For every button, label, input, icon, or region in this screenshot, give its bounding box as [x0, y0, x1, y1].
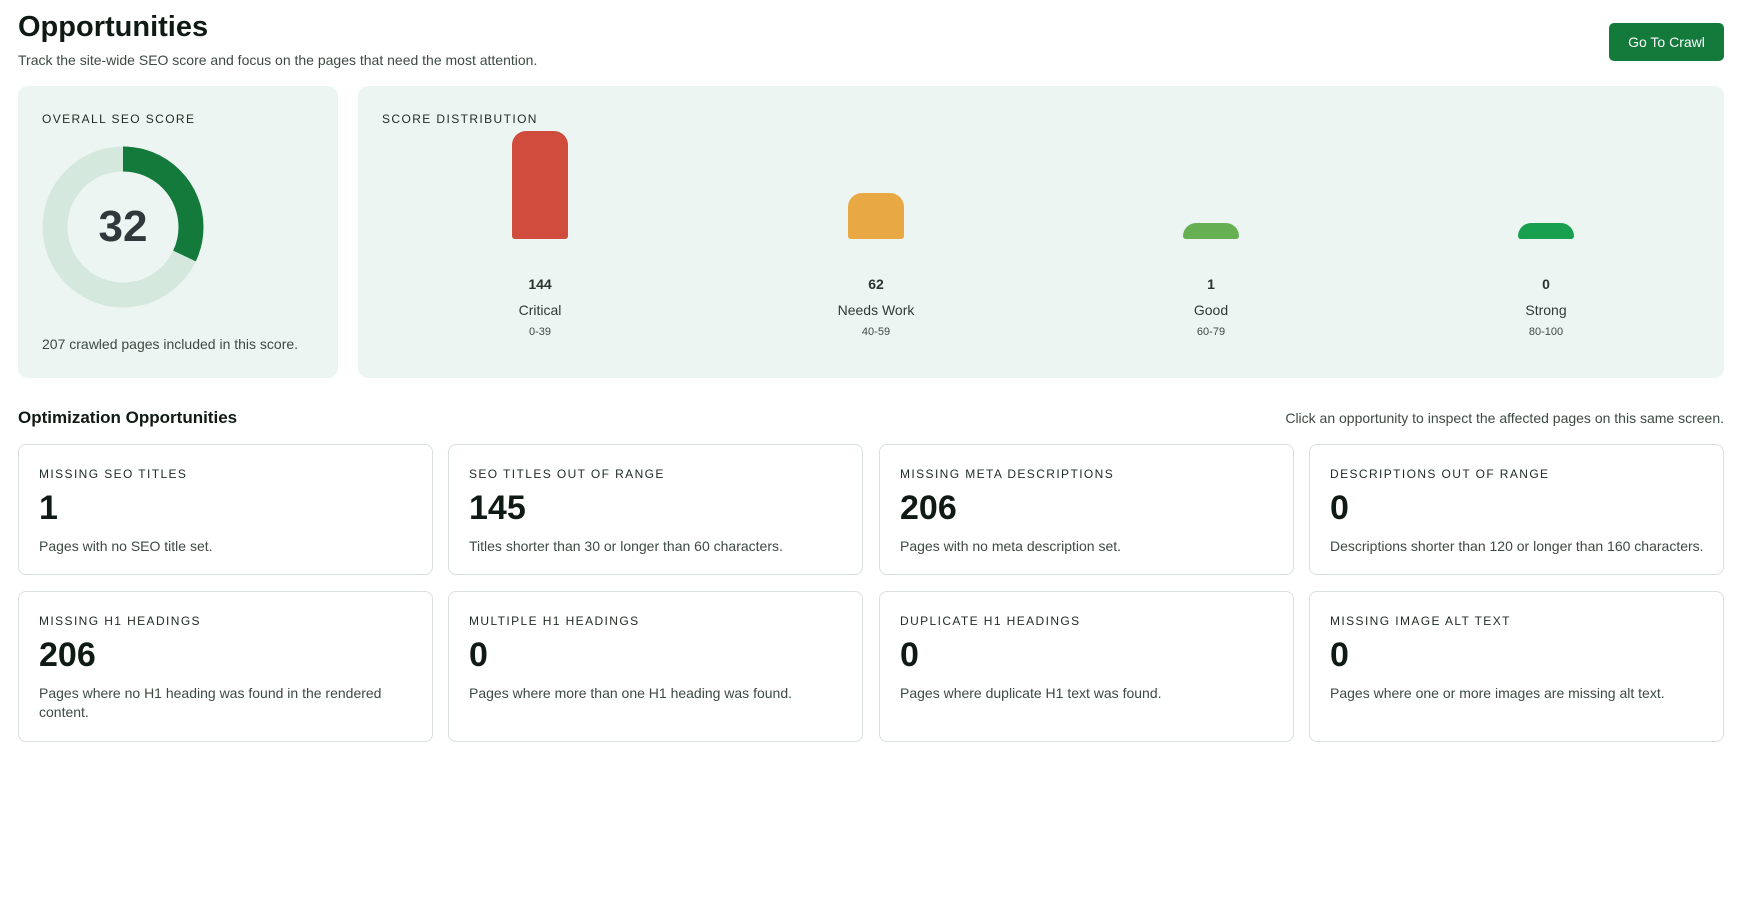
distribution-range: 80-100 — [1528, 326, 1564, 338]
opportunity-count: 0 — [900, 636, 919, 674]
distribution-range: 0-39 — [528, 326, 552, 338]
opportunity-count: 206 — [39, 636, 96, 674]
distribution-range: 40-59 — [861, 326, 891, 338]
opportunity-card-duplicate-h1-headings[interactable]: DUPLICATE H1 HEADINGS 0 Pages where dupl… — [879, 591, 1294, 742]
opportunity-count: 206 — [900, 489, 957, 527]
score-donut-chart — [42, 146, 204, 308]
opportunity-count: 0 — [469, 636, 488, 674]
distribution-column-needs-work: 62 Needs Work 40-59 — [796, 86, 956, 378]
distribution-count: 0 — [1542, 276, 1550, 292]
opportunity-description: Pages where one or more images are missi… — [1330, 685, 1665, 701]
opportunities-section-hint: Click an opportunity to inspect the affe… — [1285, 410, 1724, 426]
opportunity-count: 0 — [1330, 636, 1349, 674]
page-header: Opportunities Track the site-wide SEO sc… — [18, 10, 1724, 70]
opportunity-label: MULTIPLE H1 HEADINGS — [469, 614, 640, 628]
distribution-label: Needs Work — [837, 302, 915, 318]
opportunity-label: MISSING META DESCRIPTIONS — [900, 467, 1115, 481]
distribution-bar — [512, 131, 568, 239]
distribution-label: Good — [1193, 302, 1229, 318]
opportunity-card-seo-titles-out-of-range[interactable]: SEO TITLES OUT OF RANGE 145 Titles short… — [448, 444, 863, 575]
opportunity-card-missing-image-alt-text[interactable]: MISSING IMAGE ALT TEXT 0 Pages where one… — [1309, 591, 1724, 742]
distribution-column-critical: 144 Critical 0-39 — [460, 86, 620, 378]
opportunity-description: Descriptions shorter than 120 or longer … — [1330, 538, 1704, 554]
distribution-label: Strong — [1525, 302, 1567, 318]
opportunity-label: DUPLICATE H1 HEADINGS — [900, 614, 1081, 628]
opportunity-label: DESCRIPTIONS OUT OF RANGE — [1330, 467, 1550, 481]
opportunity-card-missing-h1-headings[interactable]: MISSING H1 HEADINGS 206 Pages where no H… — [18, 591, 433, 742]
go-to-crawl-button[interactable]: Go To Crawl — [1609, 23, 1724, 61]
page-title: Opportunities — [18, 11, 209, 43]
score-distribution-label: SCORE DISTRIBUTION — [382, 112, 538, 126]
score-caption: 207 crawled pages included in this score… — [42, 336, 299, 352]
opportunity-description: Pages where more than one H1 heading was… — [469, 685, 792, 701]
distribution-bar — [848, 192, 904, 239]
opportunity-count: 145 — [469, 489, 526, 527]
opportunity-label: MISSING SEO TITLES — [39, 467, 188, 481]
opportunity-description: Titles shorter than 30 or longer than 60… — [469, 538, 783, 554]
opportunity-card-missing-meta-descriptions[interactable]: MISSING META DESCRIPTIONS 206 Pages with… — [879, 444, 1294, 575]
overall-score-label: OVERALL SEO SCORE — [42, 112, 196, 126]
opportunity-label: MISSING H1 HEADINGS — [39, 614, 201, 628]
score-donut: 32 — [42, 146, 204, 308]
opportunity-count: 0 — [1330, 489, 1349, 527]
opportunity-description: Pages with no meta description set. — [900, 538, 1122, 554]
distribution-range: 60-79 — [1196, 326, 1226, 338]
opportunity-card-multiple-h1-headings[interactable]: MULTIPLE H1 HEADINGS 0 Pages where more … — [448, 591, 863, 742]
distribution-bar — [1183, 223, 1239, 239]
opportunities-section-title: Optimization Opportunities — [18, 408, 238, 427]
overall-score-panel: OVERALL SEO SCORE 32 207 crawled pages i… — [18, 86, 338, 378]
score-value: 32 — [98, 202, 148, 251]
opportunity-card-missing-seo-titles[interactable]: MISSING SEO TITLES 1 Pages with no SEO t… — [18, 444, 433, 575]
page-subtitle: Track the site-wide SEO score and focus … — [18, 52, 538, 68]
opportunity-label: MISSING IMAGE ALT TEXT — [1330, 614, 1511, 628]
distribution-label: Critical — [518, 302, 562, 318]
distribution-column-good: 1 Good 60-79 — [1131, 86, 1291, 378]
distribution-bar — [1518, 223, 1574, 239]
opportunity-label: SEO TITLES OUT OF RANGE — [469, 467, 665, 481]
distribution-column-strong: 0 Strong 80-100 — [1466, 86, 1626, 378]
distribution-count: 144 — [528, 276, 552, 292]
opportunity-card-descriptions-out-of-range[interactable]: DESCRIPTIONS OUT OF RANGE 0 Descriptions… — [1309, 444, 1724, 575]
distribution-count: 1 — [1207, 276, 1215, 292]
opportunity-description: Pages where no H1 heading was found in t… — [39, 685, 382, 720]
score-donut-arc — [42, 146, 204, 308]
opportunity-description: Pages with no SEO title set. — [39, 538, 213, 554]
opportunity-count: 1 — [39, 489, 58, 527]
opportunity-description: Pages where duplicate H1 text was found. — [900, 685, 1162, 701]
score-distribution-panel: SCORE DISTRIBUTION 144 Critical 0-39 62 … — [358, 86, 1724, 378]
distribution-count: 62 — [868, 276, 884, 292]
